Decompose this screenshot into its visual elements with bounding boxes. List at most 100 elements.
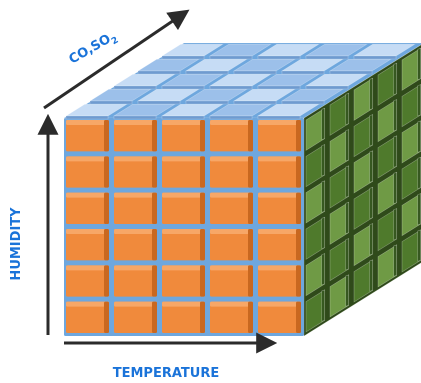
side-block-edge [345,274,350,307]
front-block-shade [200,301,205,333]
front-block-shade [152,156,157,188]
front-block-shade [152,265,157,297]
front-block [210,229,253,261]
side-block-edge [393,62,398,96]
top-block-edge [137,100,181,105]
humidity-axis-label: HUMIDITY [9,207,24,281]
front-block-highlight [114,120,157,125]
front-block-highlight [258,120,301,125]
front-block [258,156,301,188]
front-block [258,120,301,152]
front-block-highlight [114,229,157,234]
front-block-highlight [66,229,109,234]
front-block-shade [296,156,301,188]
co-so2-axis-label: CO,SO2 [67,32,121,68]
front-block-shade [200,120,205,152]
front-block-highlight [114,265,157,271]
side-block-edge [417,120,421,153]
front-block-shade [248,229,253,261]
front-block-shade [200,229,205,261]
top-block-edge [281,100,325,105]
front-block-highlight [258,229,301,234]
co-so2-label-main: CO,SO [67,32,114,68]
front-block-shade [200,192,205,224]
front-block-highlight [66,265,109,271]
front-block-shade [104,229,109,261]
front-block-highlight [162,156,205,162]
top-block-edge [353,55,397,60]
front-block-shade [152,301,157,333]
front-block-highlight [210,120,253,125]
front-block-shade [296,120,301,152]
front-block-shade [104,301,109,333]
front-block-highlight [114,192,157,198]
front-block-highlight [258,192,301,198]
front-block-shade [296,265,301,297]
top-block-edge [257,85,301,90]
top-block-edge [257,115,301,120]
top-block-edge [161,115,205,120]
side-block-edge [393,99,398,132]
cube-grid [62,42,421,337]
front-block-shade [248,156,253,188]
front-block [162,301,205,333]
front-block-highlight [114,156,157,162]
top-block-edge [113,85,157,90]
side-block-edge [369,186,374,220]
front-block [210,156,253,188]
front-block [162,156,205,188]
side-block-edge [417,156,421,190]
front-block [114,192,157,224]
front-block [210,192,253,224]
front-block-highlight [210,192,253,198]
top-block-edge [209,115,253,120]
front-block [66,229,109,261]
top-block-edge [209,85,253,90]
top-block-edge [233,100,277,105]
top-block-edge [305,85,349,90]
front-block-highlight [210,156,253,162]
front-block [162,265,205,297]
side-block-edge [345,165,350,198]
front-block-shade [248,120,253,152]
side-block-edge [393,135,398,168]
co-so2-axis-arrow [43,9,190,110]
front-block-shade [248,265,253,297]
side-block-edge [321,253,326,286]
top-block-edge [281,70,325,75]
front-block [162,229,205,261]
front-block-highlight [258,156,301,162]
front-block [258,265,301,297]
front-block-shade [200,265,205,297]
front-block-shade [296,229,301,261]
side-block-edge [417,193,421,226]
top-block-edge [65,115,109,120]
front-block-highlight [114,301,157,307]
front-block-highlight [258,265,301,271]
front-block-shade [152,229,157,261]
side-block-edge [417,47,421,81]
front-block-shade [200,156,205,188]
front-block [66,192,109,224]
side-block-edge [369,114,374,147]
front-block-shade [248,301,253,333]
front-block [114,265,157,297]
front-block-shade [104,156,109,188]
front-block [66,301,109,333]
side-block-edge [345,238,350,271]
side-block-edge [345,201,350,235]
front-block-shade [104,192,109,224]
front-block-shade [152,192,157,224]
side-block-edge [345,129,350,162]
front-block [162,192,205,224]
front-block [114,156,157,188]
top-block-edge [329,70,373,75]
front-block-highlight [162,229,205,234]
front-block-shade [296,301,301,333]
front-block-shade [104,120,109,152]
top-block-edge [185,70,229,75]
front-block [258,229,301,261]
top-block-edge [305,55,349,60]
side-block-edge [321,289,326,322]
front-block-shade [104,265,109,297]
